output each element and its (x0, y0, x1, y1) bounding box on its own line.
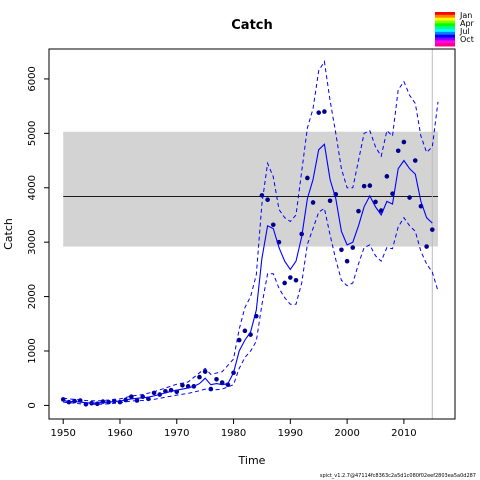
version-footnote: spict_v1.2.7@47114fc8363c2a5d1c080f02eef… (320, 473, 476, 479)
catch-observation-point (384, 174, 390, 179)
catch-observation-point (395, 148, 401, 154)
legend-color-gradient (435, 12, 455, 47)
x-tick-label: 1980 (221, 428, 246, 439)
catch-observation-point (270, 222, 276, 228)
catch-observation-point (344, 258, 350, 264)
catch-observation-point (373, 199, 378, 205)
x-tick-label: 2000 (334, 428, 359, 439)
catch-observation-point (356, 208, 361, 214)
catch-observation-point (327, 198, 333, 204)
catch-observation-point (265, 197, 270, 203)
catch-observation-point (219, 380, 225, 385)
catch-lower-ci-line (63, 207, 439, 405)
mean-band (63, 131, 438, 247)
y-tick-label: 1000 (27, 338, 38, 363)
catch-observation-point (424, 244, 429, 249)
catch-observation-point (407, 195, 412, 200)
catch-observation-point (361, 183, 367, 189)
legend-color-step (435, 29, 455, 33)
y-tick-label: 6000 (27, 66, 38, 91)
legend-color-step (435, 40, 455, 44)
legend-color-step (435, 34, 455, 38)
x-tick-label: 1960 (107, 428, 132, 439)
x-tick-label: 2010 (391, 428, 416, 439)
legend-entry-apr: Apr (460, 19, 475, 28)
x-tick-label: 1990 (278, 428, 303, 439)
catch-observation-point (214, 376, 219, 382)
catch-observation-point (180, 382, 185, 388)
legend-color-step (435, 12, 455, 16)
catch-upper-ci-line (63, 60, 439, 402)
catch-observation-point (412, 158, 418, 163)
catch-observation-point (322, 109, 327, 114)
y-axis-label: Catch (2, 218, 15, 250)
y-tick-label: 0 (27, 402, 38, 408)
catch-observation-point (236, 337, 242, 343)
legend-color-step (435, 20, 455, 24)
x-axis-label: Time (238, 454, 266, 467)
catch-observation-point (316, 110, 322, 115)
legend-color-step (435, 26, 455, 30)
catch-observation-point (305, 175, 310, 181)
legend-color-step (435, 23, 455, 27)
x-tick-label: 1950 (50, 428, 75, 439)
legend-entry-jul: Jul (459, 27, 470, 36)
y-tick-label: 5000 (27, 121, 38, 146)
catch-observation-point (310, 200, 316, 205)
catch-fit-line (63, 143, 433, 404)
catch-observation-point (350, 245, 356, 250)
catch-observation-point (293, 277, 299, 283)
catch-observation-point (401, 139, 407, 145)
legend-color-step (435, 31, 455, 36)
legend-color-step (435, 43, 455, 47)
plot-area (60, 49, 439, 419)
catch-observation-point (129, 394, 134, 399)
legend-color-step (435, 14, 455, 19)
legend-entry-jan: Jan (459, 11, 472, 20)
catch-observation-point (282, 280, 287, 286)
catch-observation-point (429, 227, 435, 232)
legend-color-step (435, 17, 455, 21)
legend-color-step (435, 37, 455, 41)
catch-observation-point (134, 398, 140, 403)
axes: 1950 1960 1970 1980 1990 2000 2010 0 1000 2000 300… (27, 66, 417, 439)
plot-frame (48, 48, 456, 420)
month-legend: Jan Apr Jul Oct (435, 11, 475, 47)
catch-observation-point (100, 399, 106, 404)
y-tick-label: 2000 (27, 284, 38, 309)
y-tick-label: 3000 (27, 229, 38, 254)
x-tick-label: 1970 (164, 428, 189, 439)
catch-observation-point (367, 183, 373, 188)
catch-observation-point (242, 328, 248, 334)
chart-title: Catch (231, 18, 273, 33)
legend-entry-oct: Oct (460, 35, 474, 44)
catch-observation-point (202, 369, 208, 374)
catch-observation-point (339, 247, 344, 253)
catch-observation-point (288, 275, 293, 280)
y-tick-label: 4000 (27, 175, 38, 200)
catch-observation-point (197, 374, 202, 380)
